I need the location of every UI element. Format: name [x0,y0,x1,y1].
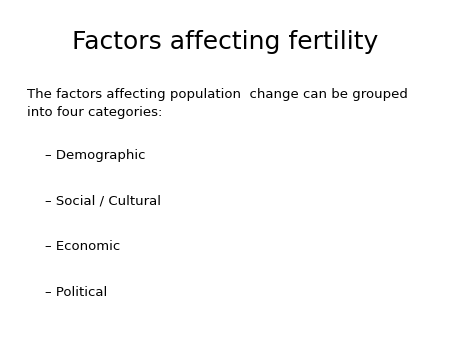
Text: Factors affecting fertility: Factors affecting fertility [72,30,378,54]
Text: – Political: – Political [45,286,107,298]
Text: The factors affecting population  change can be grouped
into four categories:: The factors affecting population change … [27,88,408,119]
Text: – Social / Cultural: – Social / Cultural [45,194,161,207]
Text: – Demographic: – Demographic [45,149,145,162]
Text: – Economic: – Economic [45,240,120,253]
